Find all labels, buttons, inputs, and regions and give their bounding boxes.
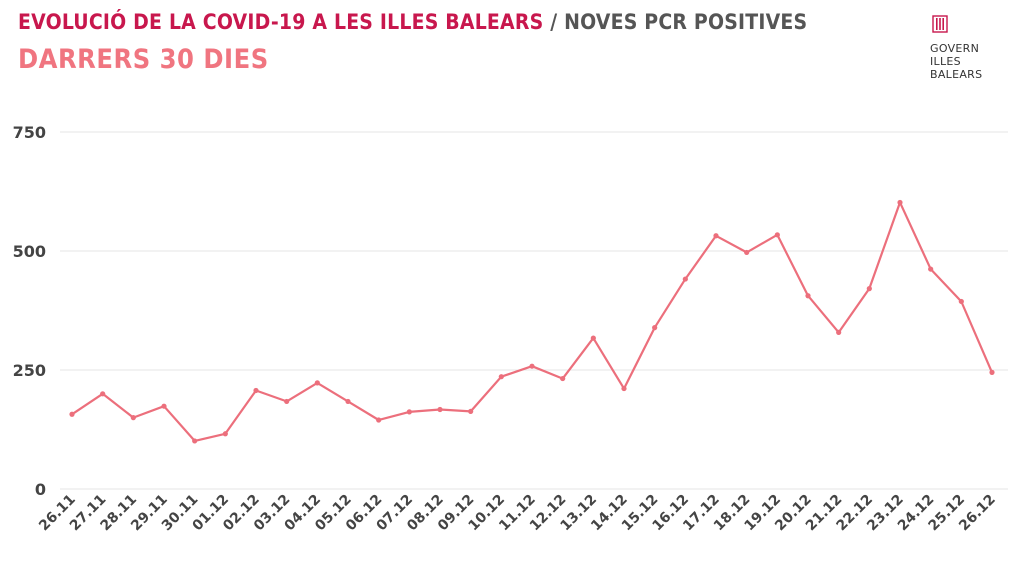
data-point — [222, 431, 228, 437]
y-tick-label: 250 — [13, 361, 46, 380]
data-point — [498, 374, 504, 380]
data-point — [161, 403, 167, 409]
chart-title: EVOLUCIÓ DE LA COVID-19 A LES ILLES BALE… — [18, 10, 807, 34]
title-separator: / — [543, 10, 565, 34]
data-point — [284, 398, 290, 405]
logo-line-3: BALEARS — [930, 68, 983, 81]
y-tick-label: 500 — [13, 242, 46, 261]
data-point — [376, 417, 382, 423]
data-point — [958, 298, 964, 305]
data-point — [437, 406, 443, 413]
data-point — [100, 391, 106, 397]
chart-subtitle: DARRERS 30 DIES — [18, 44, 269, 75]
grid-lines — [60, 131, 1008, 490]
data-point — [713, 233, 719, 239]
data-point — [590, 335, 596, 341]
data-point — [774, 232, 780, 238]
govern-logo: GOVERN ILLES BALEARS — [930, 14, 1010, 86]
data-point — [989, 369, 995, 375]
logo-line-2: ILLES — [930, 55, 961, 68]
y-tick-label: 0 — [35, 480, 46, 499]
data-point — [560, 375, 566, 382]
logo-text: GOVERN ILLES BALEARS — [930, 42, 982, 81]
data-point — [253, 387, 259, 394]
data-point — [69, 411, 75, 417]
y-axis: 0 250 500 750 — [13, 123, 46, 499]
series-pcr-positives — [69, 199, 995, 444]
data-point — [682, 276, 688, 282]
data-point — [406, 409, 412, 415]
data-point — [805, 293, 811, 299]
data-point — [621, 385, 627, 392]
data-point — [468, 408, 474, 415]
data-point — [928, 266, 934, 272]
title-main: EVOLUCIÓ DE LA COVID-19 A LES ILLES BALE… — [18, 10, 544, 34]
data-point — [130, 415, 136, 421]
logo-line-1: GOVERN — [930, 42, 980, 55]
title-metric: NOVES PCR POSITIVES — [564, 10, 808, 34]
data-point — [345, 398, 351, 405]
govern-illes-balears-logo-icon — [932, 15, 948, 33]
x-axis: 26.1127.1128.1129.1130.1101.1202.1203.12… — [36, 492, 999, 535]
data-point — [866, 286, 872, 292]
data-point — [652, 325, 658, 331]
data-point — [744, 249, 750, 256]
data-point — [192, 438, 198, 444]
y-tick-label: 750 — [13, 123, 46, 142]
data-point — [836, 329, 842, 335]
data-point — [314, 380, 320, 386]
data-point — [897, 199, 903, 206]
series-line — [71, 201, 994, 442]
data-point — [529, 363, 535, 369]
